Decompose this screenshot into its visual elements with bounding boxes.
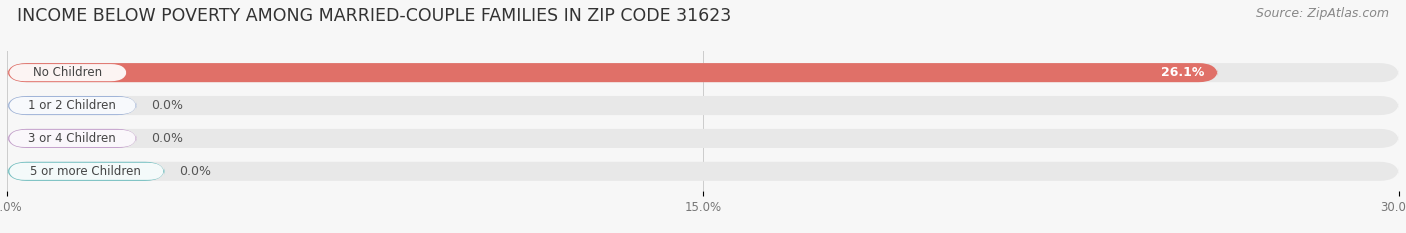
FancyBboxPatch shape xyxy=(7,129,1399,148)
Text: 1 or 2 Children: 1 or 2 Children xyxy=(28,99,115,112)
Text: 3 or 4 Children: 3 or 4 Children xyxy=(28,132,115,145)
FancyBboxPatch shape xyxy=(8,163,165,180)
Text: INCOME BELOW POVERTY AMONG MARRIED-COUPLE FAMILIES IN ZIP CODE 31623: INCOME BELOW POVERTY AMONG MARRIED-COUPL… xyxy=(17,7,731,25)
FancyBboxPatch shape xyxy=(7,63,1399,82)
Text: Source: ZipAtlas.com: Source: ZipAtlas.com xyxy=(1256,7,1389,20)
FancyBboxPatch shape xyxy=(8,64,127,81)
FancyBboxPatch shape xyxy=(7,96,136,115)
Text: 26.1%: 26.1% xyxy=(1161,66,1204,79)
Text: 0.0%: 0.0% xyxy=(150,132,183,145)
Text: 0.0%: 0.0% xyxy=(179,165,211,178)
FancyBboxPatch shape xyxy=(7,63,1218,82)
FancyBboxPatch shape xyxy=(7,96,1399,115)
FancyBboxPatch shape xyxy=(7,162,165,181)
FancyBboxPatch shape xyxy=(8,97,136,114)
FancyBboxPatch shape xyxy=(7,162,1399,181)
FancyBboxPatch shape xyxy=(8,130,136,147)
Text: 5 or more Children: 5 or more Children xyxy=(31,165,142,178)
Text: No Children: No Children xyxy=(32,66,101,79)
FancyBboxPatch shape xyxy=(7,129,136,148)
Text: 0.0%: 0.0% xyxy=(150,99,183,112)
